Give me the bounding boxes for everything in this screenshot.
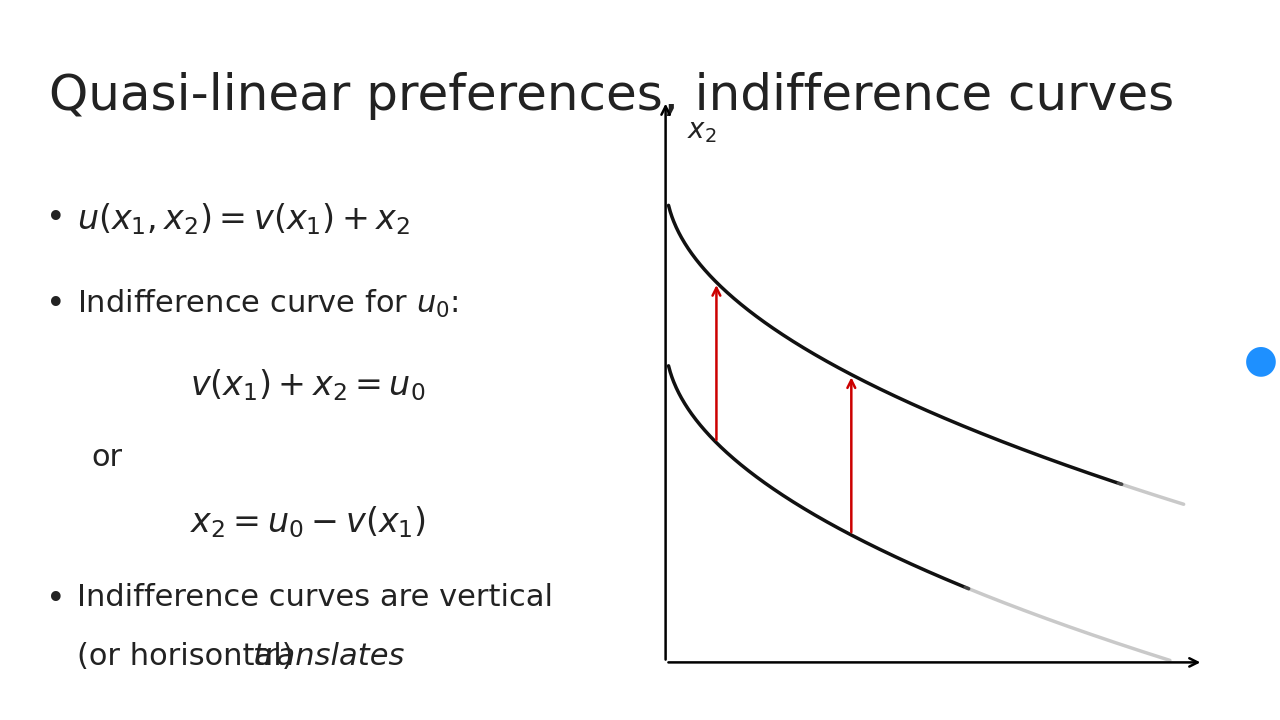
Text: $x_2 = u_0 - v(x_1)$: $x_2 = u_0 - v(x_1)$ (191, 504, 426, 540)
Text: or: or (92, 443, 123, 472)
Text: ●: ● (1244, 341, 1277, 379)
Text: $x_2$: $x_2$ (687, 117, 717, 145)
Text: Indifference curve for $u_0$:: Indifference curve for $u_0$: (77, 288, 460, 320)
Text: Indifference curves are vertical: Indifference curves are vertical (77, 583, 553, 612)
Text: translates: translates (252, 642, 404, 671)
Text: •: • (46, 202, 65, 235)
Text: (or horisontal): (or horisontal) (77, 642, 303, 671)
Text: Quasi-linear preferences, indifference curves: Quasi-linear preferences, indifference c… (50, 72, 1175, 120)
Text: •: • (46, 288, 65, 321)
Text: •: • (46, 583, 65, 616)
Text: $v(x_1) + x_2 = u_0$: $v(x_1) + x_2 = u_0$ (191, 367, 425, 403)
Text: $u(x_1, x_2) = v(x_1) + x_2$: $u(x_1, x_2) = v(x_1) + x_2$ (77, 202, 411, 238)
